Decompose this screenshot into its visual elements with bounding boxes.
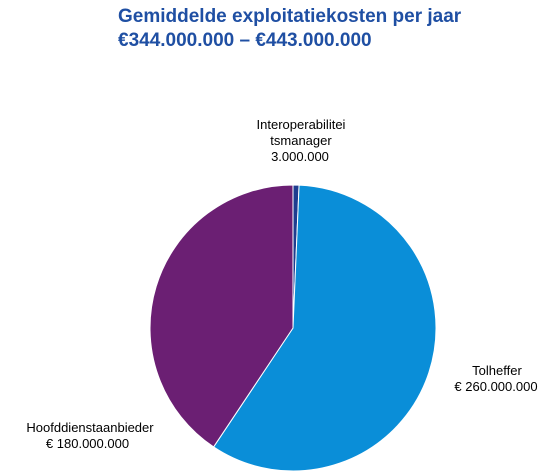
value-label: € 260.000.000: [454, 379, 538, 394]
chart-title: Gemiddelde exploitatiekosten per jaar: [118, 6, 462, 27]
slice-label: Tolheffer: [472, 363, 522, 378]
slice-label: Hoofddienstaanbieder: [26, 420, 154, 435]
pie-slice: [149, 184, 294, 448]
slice-label: Interoperabiliteitsmanager: [256, 117, 346, 148]
value-label: 3.000.000: [271, 149, 329, 164]
pie-slice: [212, 184, 437, 472]
value-label: € 180.000.000: [45, 436, 130, 451]
chart-subtitle: €344.000.000 – €443.000.000: [118, 30, 372, 51]
